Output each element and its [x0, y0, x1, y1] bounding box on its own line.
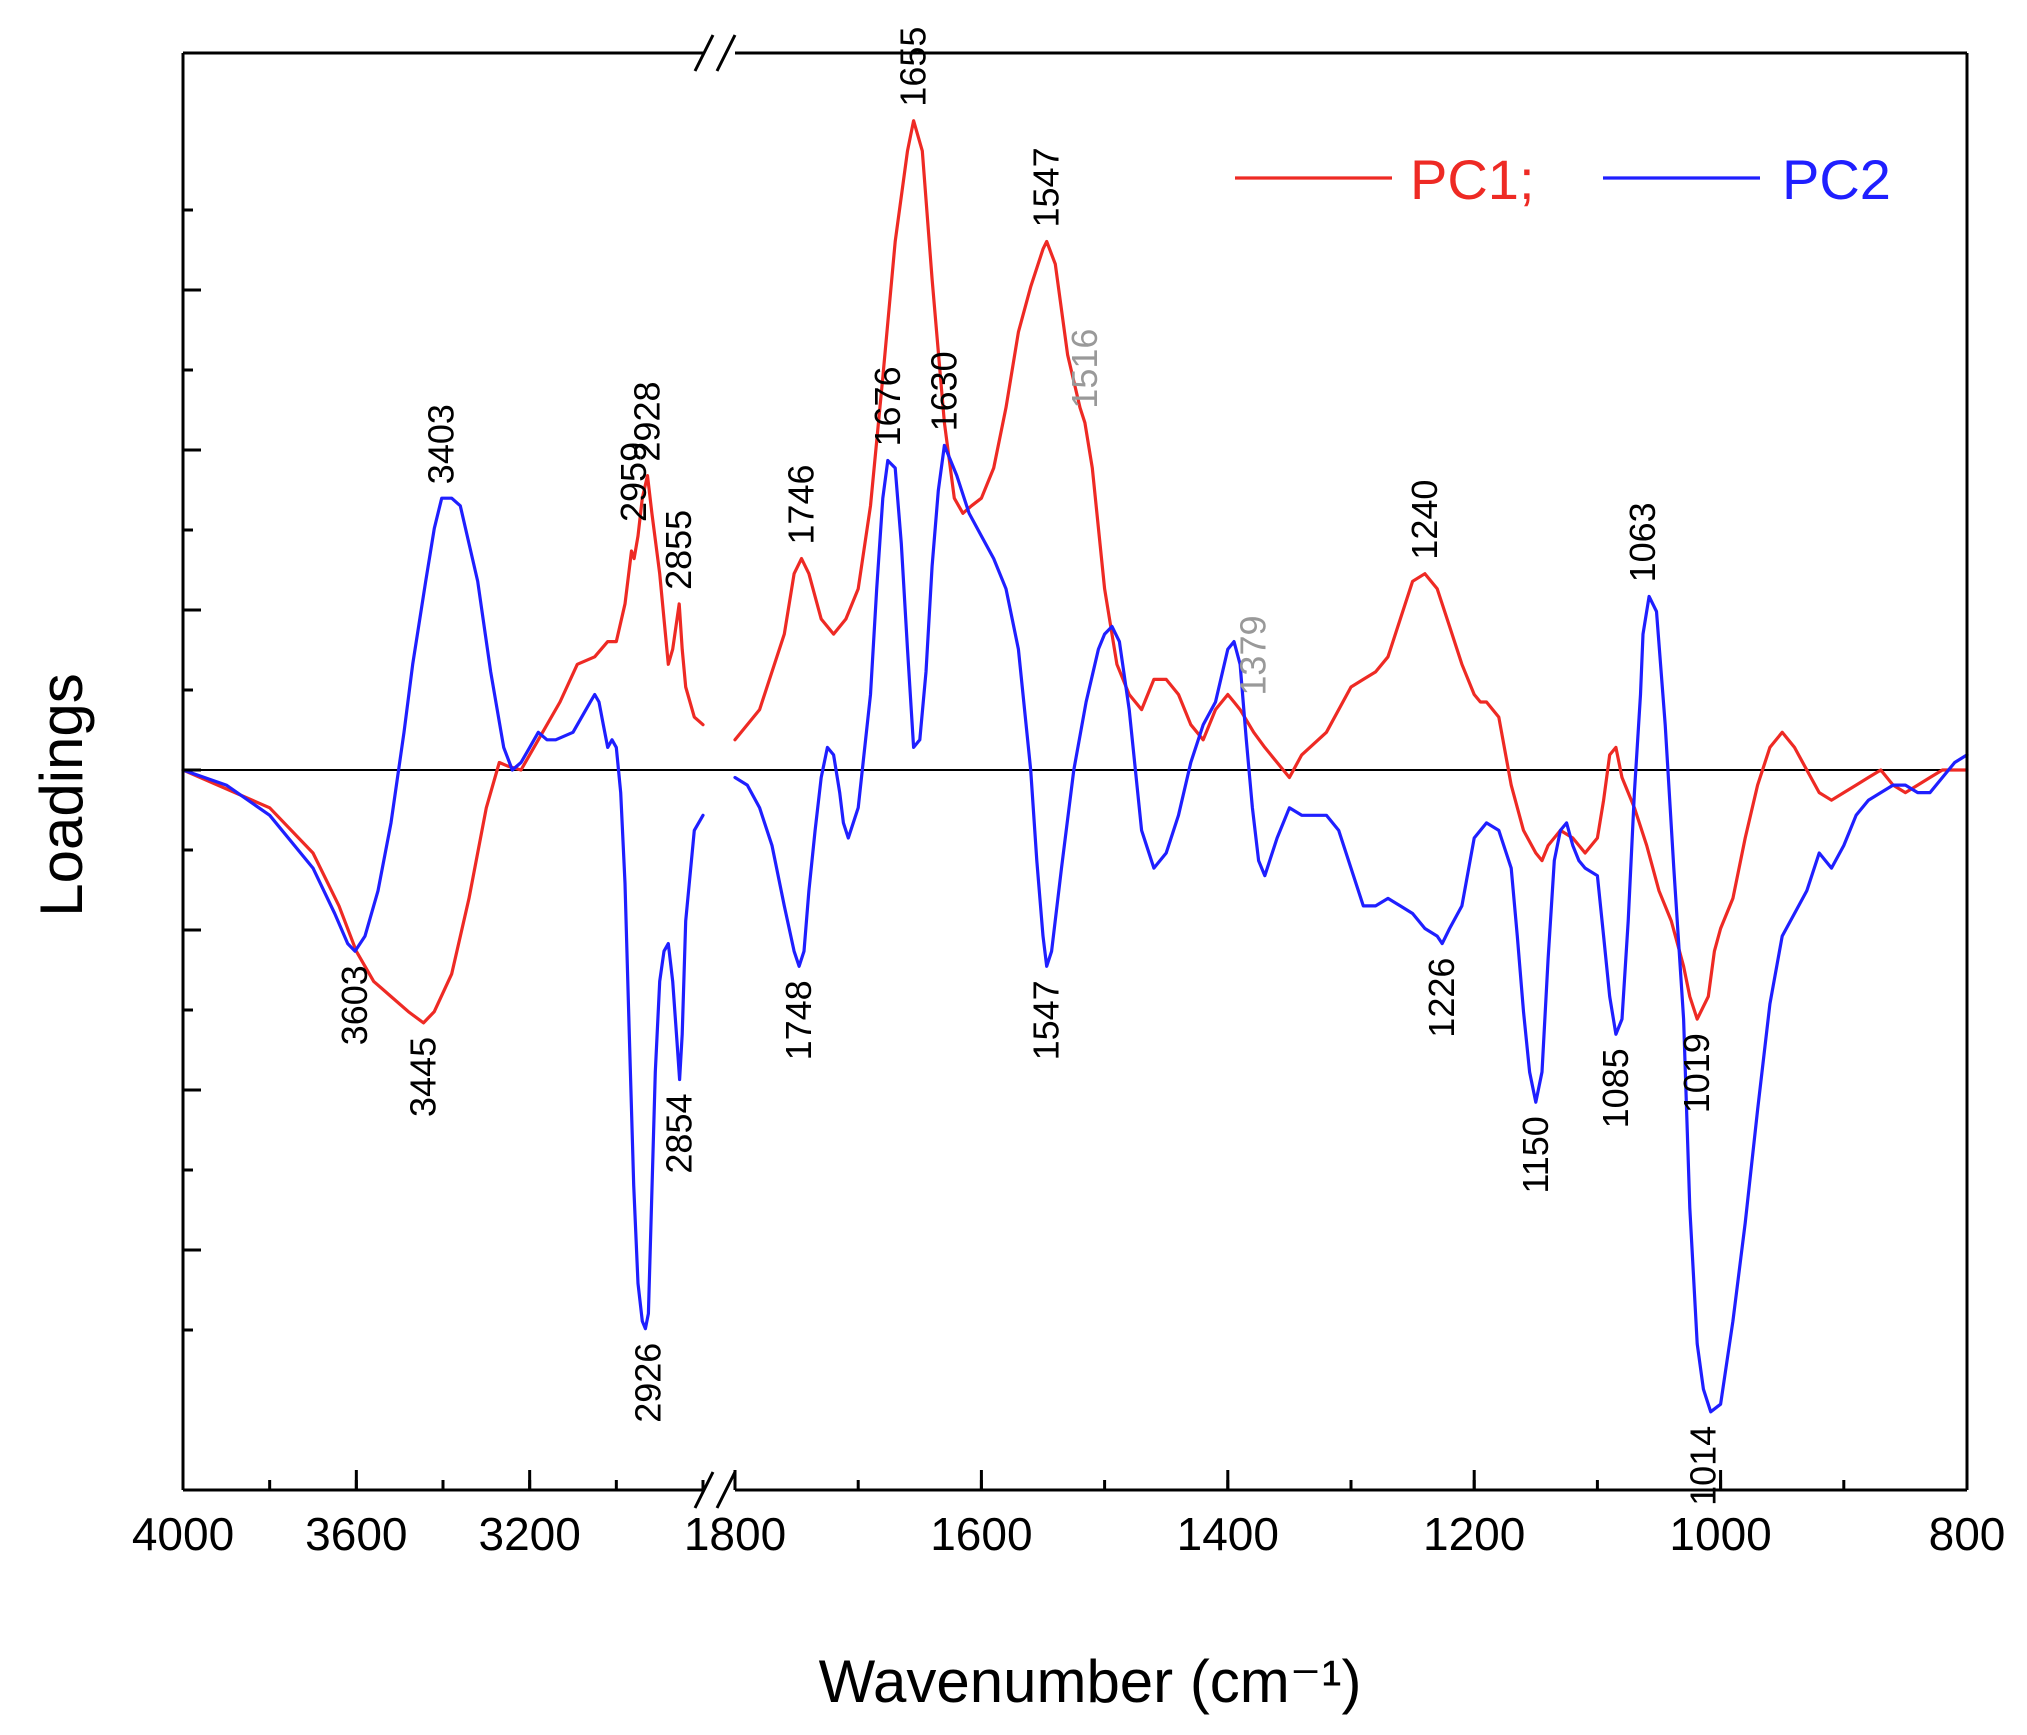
peak-label-pc2: 2926: [627, 1343, 668, 1423]
peak-label-pc2: 2854: [659, 1094, 700, 1174]
peak-label-pc2: 1226: [1421, 958, 1462, 1038]
x-tick-label: 1400: [1177, 1508, 1279, 1560]
peak-label-pc1: 1746: [781, 465, 822, 545]
peak-label-pc1: 1019: [1676, 1033, 1717, 1113]
axis-break-mark: [715, 1471, 737, 1509]
x-tick-label: 800: [1929, 1508, 2006, 1560]
peak-label-pc2: 1063: [1622, 502, 1663, 582]
peak-label-pc2: 1547: [1026, 980, 1067, 1060]
pc2-line-segment-1: [181, 496, 705, 1331]
peak-label-pc2: 3603: [334, 965, 375, 1045]
series-layer: [181, 119, 1969, 1414]
peak-label-pc1: 1240: [1404, 480, 1445, 560]
pc1-line-segment-2: [733, 119, 1969, 1021]
pc2-line-segment-2: [733, 443, 1969, 1414]
x-tick-label: 3600: [305, 1508, 407, 1560]
x-tick-label: 1800: [684, 1508, 786, 1560]
peak-label-pc2: 1085: [1595, 1048, 1636, 1128]
x-tick-label: 1600: [930, 1508, 1032, 1560]
x-tick-label: 1200: [1423, 1508, 1525, 1560]
peak-label-pc1: 2928: [627, 382, 668, 462]
x-tick-label: 4000: [132, 1508, 234, 1560]
peak-label-pc1: 1379: [1233, 616, 1274, 696]
peak-label-pc2: 1630: [923, 351, 964, 431]
x-tick-label: 1000: [1669, 1508, 1771, 1560]
peak-label-pc1: 2855: [658, 510, 699, 590]
x-axis-title: Wavenumber (cm⁻¹): [819, 1648, 1362, 1715]
peak-label-pc1: 1655: [893, 27, 934, 107]
peak-label-pc2: 1014: [1682, 1426, 1723, 1506]
peak-label-pc2: 1150: [1515, 1116, 1556, 1193]
y-axis-title: Loadings: [28, 673, 95, 917]
peak-label-pc2: 1748: [778, 980, 819, 1060]
peak-label-pc2: 1676: [867, 366, 908, 446]
legend: PC1; PC2: [1235, 148, 1891, 211]
x-tick-label: 3200: [478, 1508, 580, 1560]
axis-break-mark: [715, 34, 737, 72]
peak-label-pc1: 2959: [613, 442, 654, 522]
axis-layer: 4000 3600 3200 1800 1600 1400 1200 1000 800: [132, 34, 2006, 1560]
pc1-line-segment-1: [181, 474, 705, 1025]
legend-label-pc2: PC2: [1782, 148, 1891, 211]
legend-label-pc1: PC1;: [1410, 148, 1535, 211]
peak-label-pc2: 3403: [421, 404, 462, 484]
peak-label-pc1: 3445: [403, 1037, 444, 1117]
axis-break-mark: [693, 34, 715, 72]
peak-label-pc1: 1547: [1026, 147, 1067, 227]
peak-label-pc1: 1516: [1064, 329, 1105, 409]
